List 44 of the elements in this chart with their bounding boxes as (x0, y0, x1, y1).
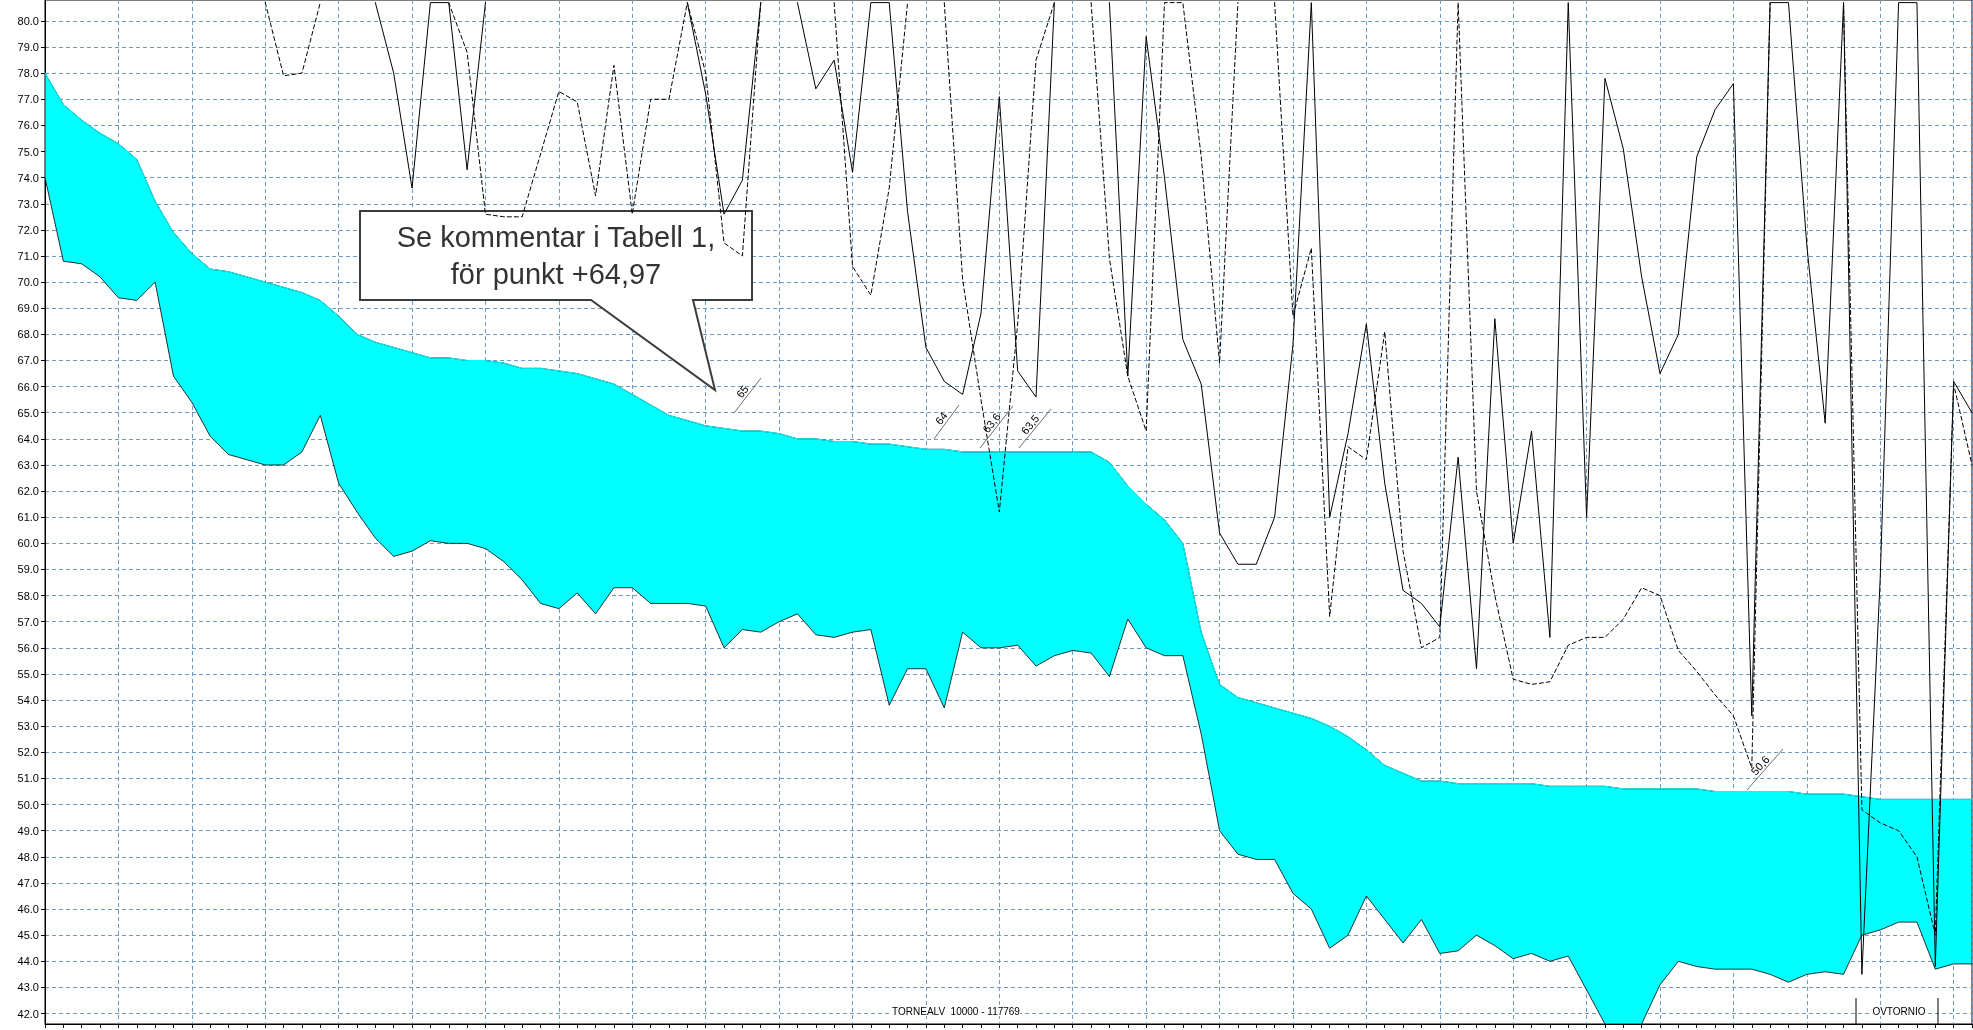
annotation: 65 (733, 383, 751, 401)
y-tick-label: 59.0 (17, 563, 39, 576)
y-tick-label: 47.0 (17, 876, 39, 889)
y-tick-label: 43.0 (17, 981, 39, 994)
y-tick-label: 75.0 (17, 145, 39, 158)
y-tick-label: 65.0 (17, 406, 39, 419)
y-tick-label: 51.0 (17, 772, 39, 785)
y-tick-label: 55.0 (17, 667, 39, 680)
y-tick-label: 50.0 (17, 798, 39, 811)
y-tick-label: 67.0 (17, 354, 39, 367)
y-tick-label: 76.0 (17, 119, 39, 132)
y-tick-label: 48.0 (17, 850, 39, 863)
y-tick-label: 42.0 (17, 1007, 39, 1020)
y-tick-label: 56.0 (17, 641, 39, 654)
y-tick-label: 72.0 (17, 223, 39, 236)
annotation: TORNEALV 10000 - 117769 (892, 1005, 1021, 1017)
y-tick-label: 79.0 (17, 41, 39, 54)
y-tick-label: 66.0 (17, 380, 39, 393)
y-tick-label: 64.0 (17, 432, 39, 445)
y-tick-label: 46.0 (17, 903, 39, 916)
y-tick-label: 57.0 (17, 615, 39, 628)
annotation: 64 (932, 409, 950, 427)
y-tick-label: 44.0 (17, 955, 39, 968)
y-tick-label: 80.0 (17, 14, 39, 27)
y-tick-label: 58.0 (17, 589, 39, 602)
y-tick-label: 73.0 (17, 197, 39, 210)
y-tick-label: 77.0 (17, 93, 39, 106)
y-tick-label: 68.0 (17, 328, 39, 341)
y-tick-label: 71.0 (17, 250, 39, 262)
y-tick-label: 60.0 (17, 537, 39, 550)
y-tick-label: 63.0 (17, 458, 39, 471)
annotation: OVTORNIO (1872, 1005, 1926, 1017)
y-tick-label: 52.0 (17, 746, 39, 759)
y-tick-label: 45.0 (17, 929, 39, 942)
annotation: Se kommentar i Tabell 1, för punkt +64,97 (396, 220, 716, 291)
y-tick-label: 70.0 (17, 276, 39, 289)
y-tick-label: 54.0 (17, 694, 39, 707)
y-tick-label: 74.0 (17, 171, 39, 184)
y-tick-label: 49.0 (17, 824, 39, 837)
y-tick-label: 61.0 (17, 511, 39, 524)
y-tick-label: 69.0 (17, 302, 39, 315)
y-tick-label: 78.0 (17, 67, 39, 80)
y-tick-label: 62.0 (17, 485, 39, 498)
y-tick-label: 53.0 (17, 720, 39, 733)
